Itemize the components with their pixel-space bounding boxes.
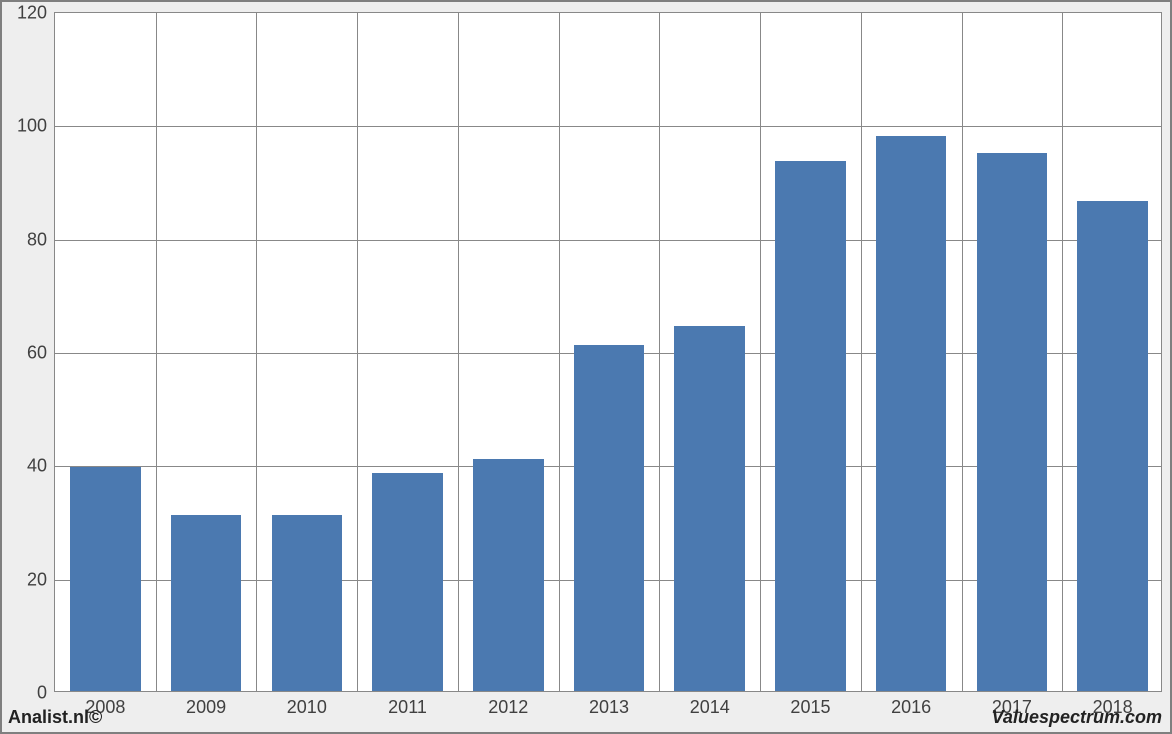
x-axis-label: 2013 <box>589 697 629 718</box>
footer-left: Analist.nl© <box>8 707 102 728</box>
bar <box>70 467 141 691</box>
gridline-v <box>458 13 459 691</box>
footer-right: Valuespectrum.com <box>992 707 1162 728</box>
y-axis-label: 20 <box>27 569 47 590</box>
bar <box>775 161 846 691</box>
bar <box>674 326 745 692</box>
gridline-v <box>962 13 963 691</box>
plot-area: 0204060801001202008200920102011201220132… <box>54 12 1162 692</box>
x-axis-label: 2009 <box>186 697 226 718</box>
bar <box>372 473 443 691</box>
gridline-v <box>760 13 761 691</box>
x-axis-label: 2016 <box>891 697 931 718</box>
x-axis-label: 2010 <box>287 697 327 718</box>
gridline-v <box>659 13 660 691</box>
bar <box>876 136 947 691</box>
y-axis-label: 120 <box>17 3 47 24</box>
y-axis-label: 100 <box>17 116 47 137</box>
gridline-v <box>1062 13 1063 691</box>
gridline-v <box>156 13 157 691</box>
bar <box>977 153 1048 691</box>
chart-frame: 0204060801001202008200920102011201220132… <box>0 0 1172 734</box>
bar <box>171 515 242 691</box>
gridline-h <box>55 126 1161 127</box>
x-axis-label: 2015 <box>790 697 830 718</box>
y-axis-label: 60 <box>27 343 47 364</box>
x-axis-label: 2014 <box>690 697 730 718</box>
bar <box>574 345 645 691</box>
y-axis-label: 80 <box>27 229 47 250</box>
gridline-v <box>256 13 257 691</box>
y-axis-label: 40 <box>27 456 47 477</box>
bar <box>272 515 343 691</box>
gridline-v <box>559 13 560 691</box>
gridline-v <box>861 13 862 691</box>
bar <box>1077 201 1148 691</box>
x-axis-label: 2011 <box>388 697 427 718</box>
gridline-v <box>357 13 358 691</box>
bar <box>473 459 544 691</box>
x-axis-label: 2012 <box>488 697 528 718</box>
y-axis-label: 0 <box>37 683 47 704</box>
